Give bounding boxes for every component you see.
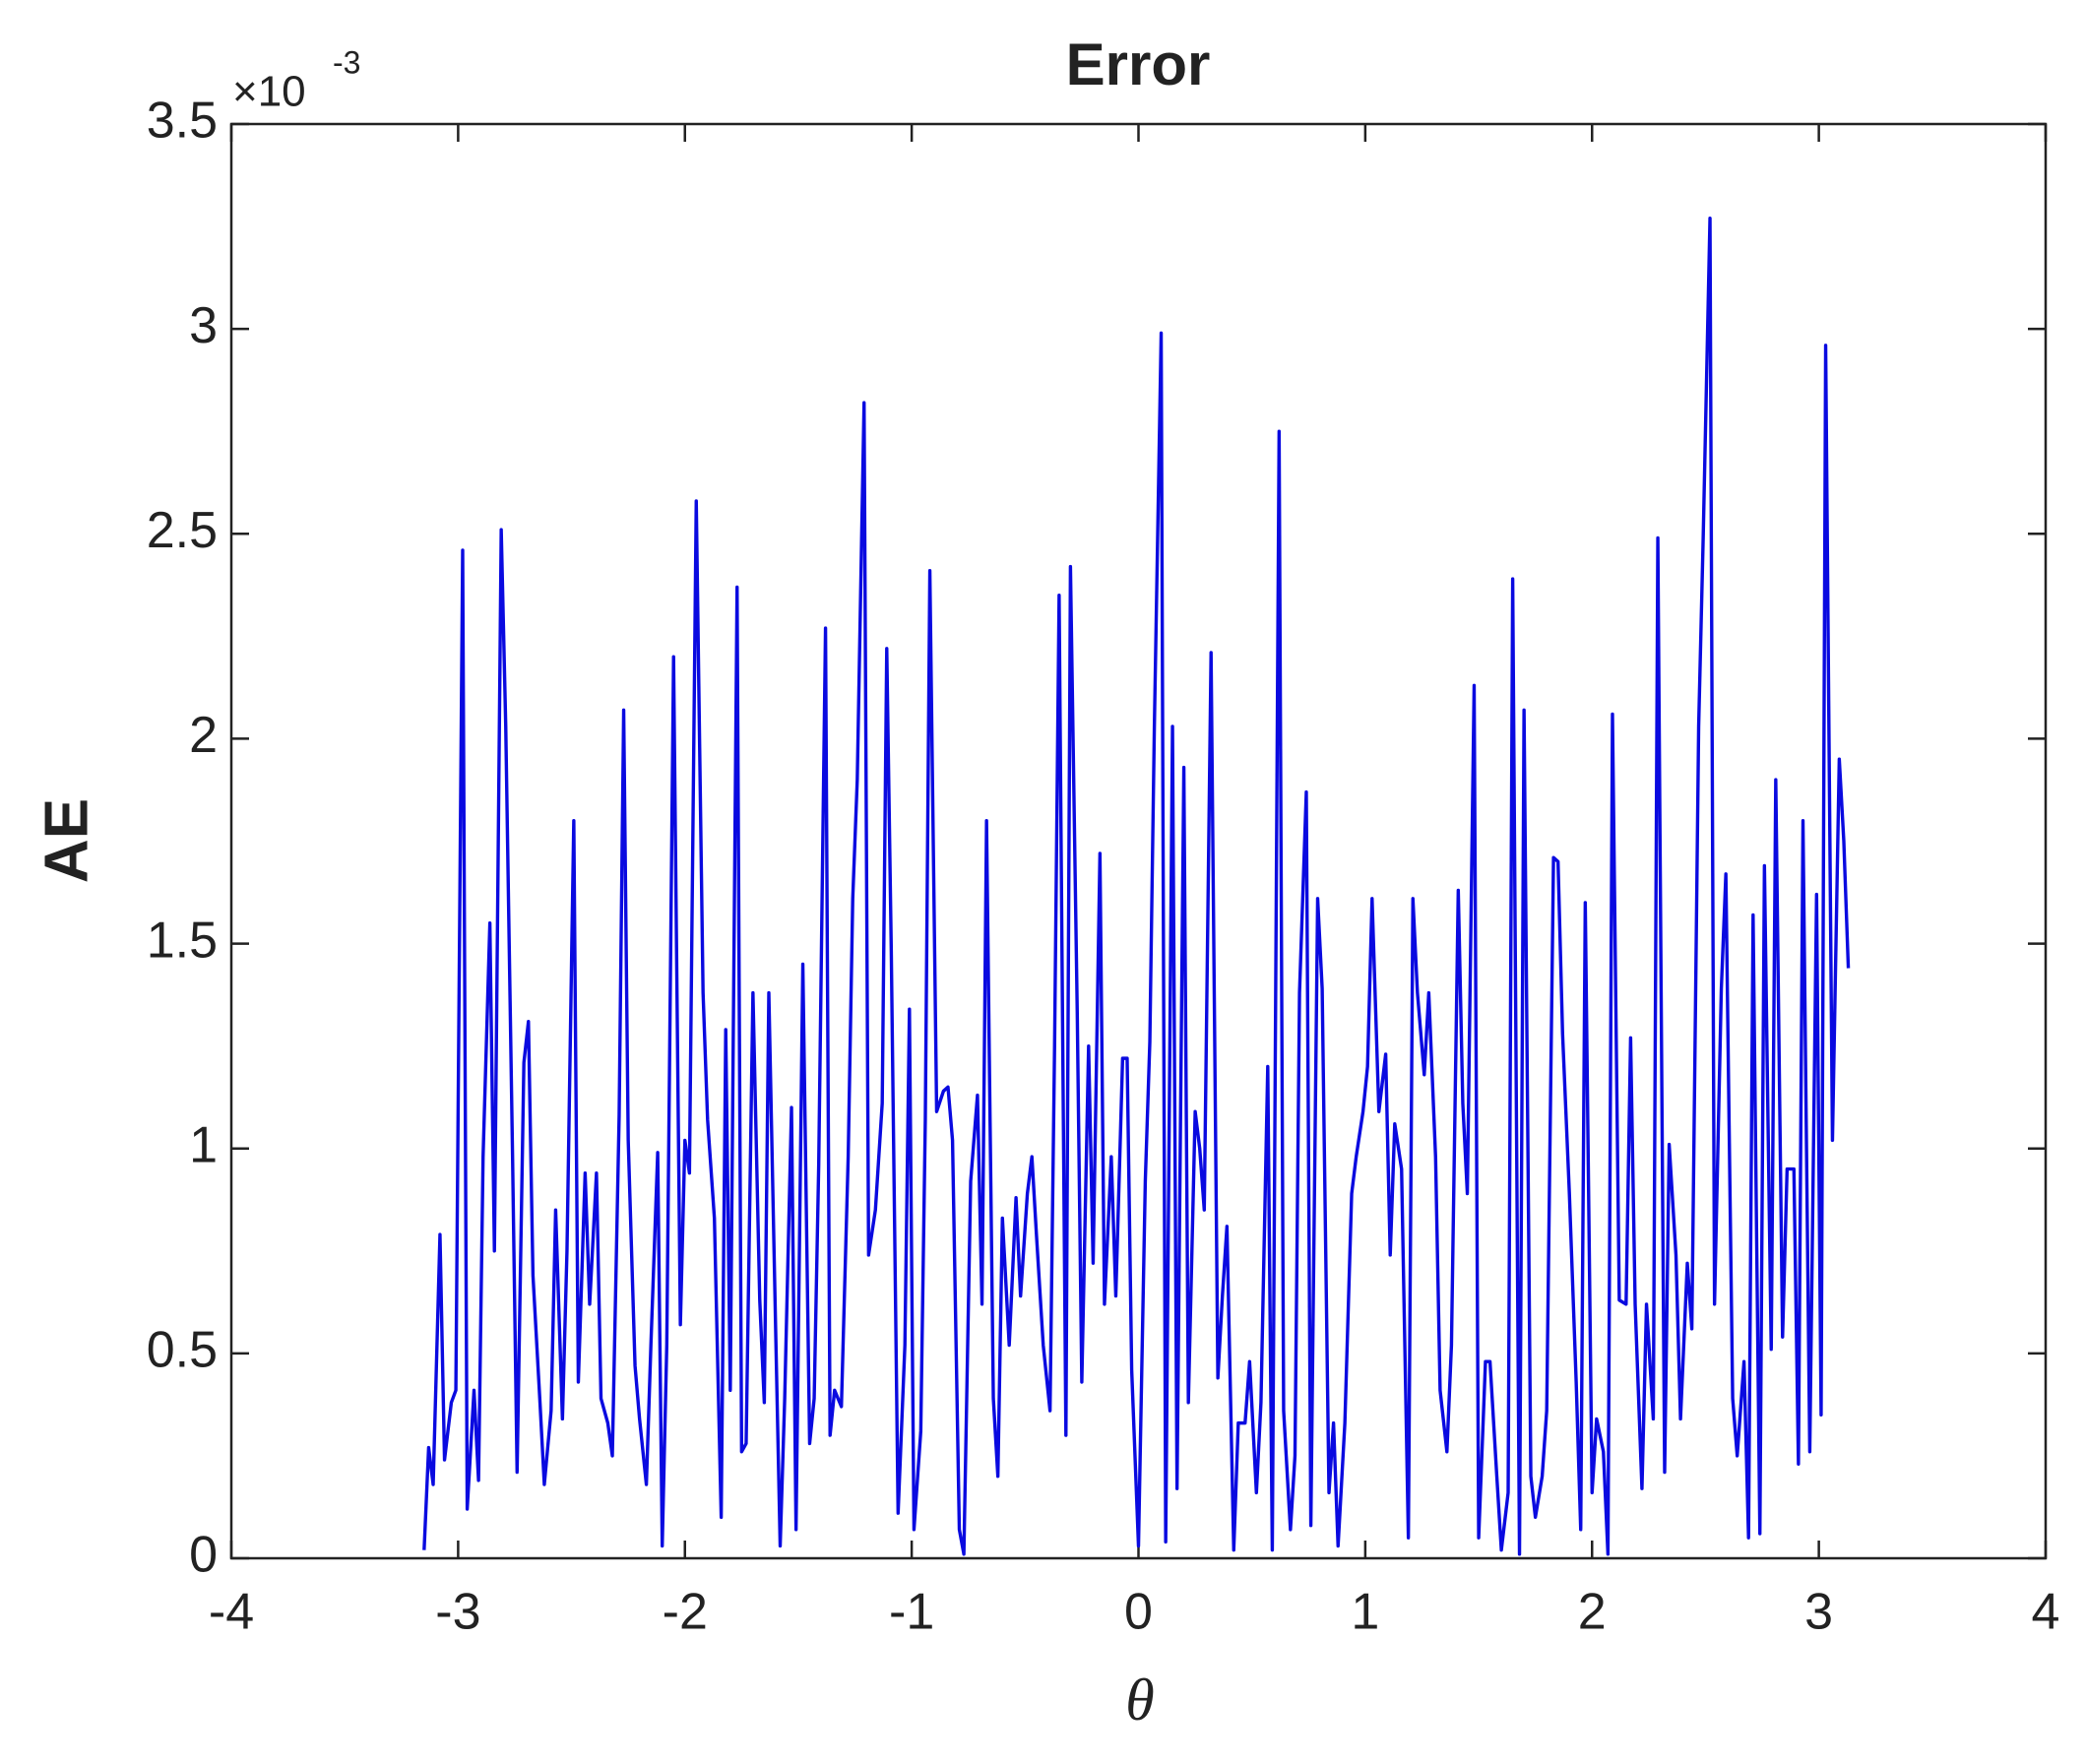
x-tick-label: -3 — [435, 1584, 480, 1641]
y-tick-label: 1 — [189, 1116, 218, 1173]
x-tick-label: 4 — [2032, 1584, 2060, 1641]
y-tick-label: 3 — [189, 297, 218, 354]
y-tick-label: 0 — [189, 1527, 218, 1584]
y-multiplier: ×10 — [232, 68, 306, 116]
x-tick-label: 1 — [1351, 1584, 1379, 1641]
x-tick-label: -2 — [663, 1584, 708, 1641]
y-tick-label: 1.5 — [147, 912, 218, 969]
y-tick-label: 2 — [189, 707, 218, 764]
y-tick-label: 0.5 — [147, 1322, 218, 1379]
y-tick-label: 3.5 — [147, 93, 218, 150]
x-tick-label: -1 — [889, 1584, 934, 1641]
y-axis-label: AE — [32, 798, 100, 883]
plot-area: -4 -3 -2 -1 0 1 2 3 4 0 0.5 1 1.5 2 2.5 3 3.5 — [147, 93, 2060, 1641]
data-line — [422, 217, 1851, 1556]
x-tick-label: 0 — [1124, 1584, 1153, 1641]
x-axis-label: θ — [1125, 1668, 1154, 1732]
x-tick-label: 3 — [1804, 1584, 1833, 1641]
x-tick-label: 2 — [1578, 1584, 1607, 1641]
plot-frame — [229, 122, 2048, 1560]
chart-title: Error — [1066, 32, 1211, 97]
y-tick-label: 2.5 — [147, 502, 218, 559]
x-tick-label: -4 — [209, 1584, 254, 1641]
y-multiplier-exponent: -3 — [333, 44, 360, 80]
